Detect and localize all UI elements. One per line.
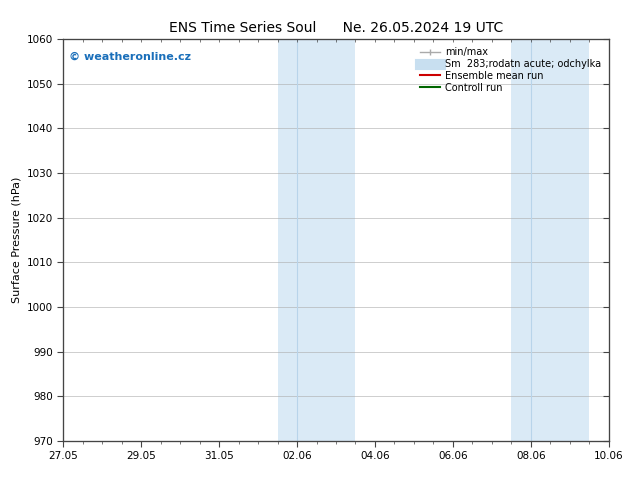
Bar bbox=[278, 39, 356, 441]
Title: ENS Time Series Soul      Ne. 26.05.2024 19 UTC: ENS Time Series Soul Ne. 26.05.2024 19 U… bbox=[169, 21, 503, 35]
Text: © weatheronline.cz: © weatheronline.cz bbox=[69, 51, 191, 61]
Y-axis label: Surface Pressure (hPa): Surface Pressure (hPa) bbox=[11, 177, 21, 303]
Bar bbox=[511, 39, 589, 441]
Legend: min/max, Sm  283;rodatn acute; odchylka, Ensemble mean run, Controll run: min/max, Sm 283;rodatn acute; odchylka, … bbox=[418, 44, 604, 96]
